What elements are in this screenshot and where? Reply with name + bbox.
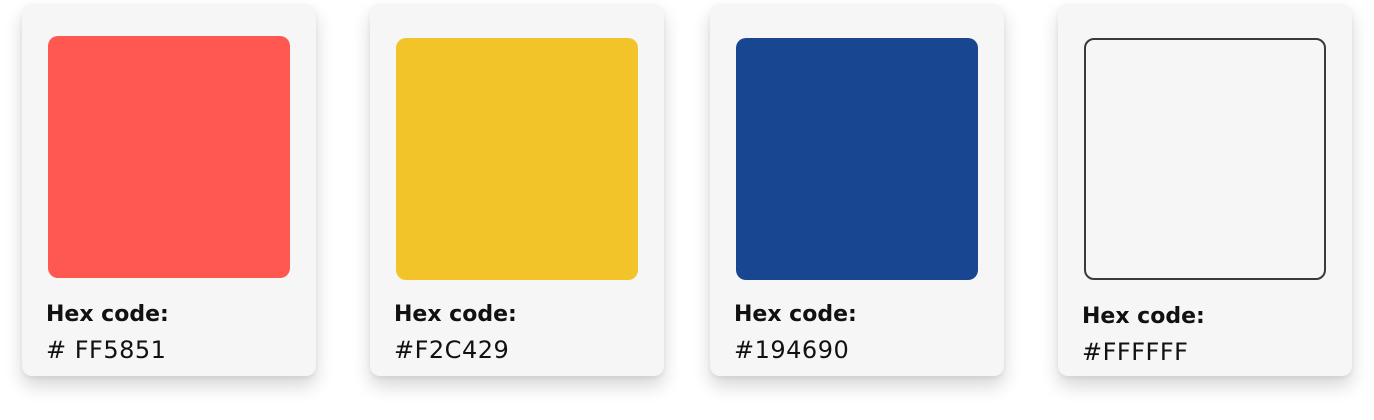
hex-code-label: Hex code: (1082, 304, 1205, 329)
hex-code-label: Hex code: (46, 302, 169, 327)
hex-code-label: Hex code: (394, 302, 517, 327)
color-swatch-red (48, 36, 290, 278)
hex-code-value: #FFFFFF (1082, 338, 1189, 366)
hex-code-value: #194690 (734, 336, 850, 364)
color-swatch-yellow (396, 38, 638, 280)
color-card-blue: Hex code: #194690 (710, 4, 1004, 376)
color-card-red: Hex code: # FF5851 (22, 4, 316, 376)
hex-code-value: #F2C429 (394, 336, 510, 364)
color-card-yellow: Hex code: #F2C429 (370, 4, 664, 376)
hex-code-value: # FF5851 (46, 336, 167, 364)
color-swatch-blue (736, 38, 978, 280)
color-card-white: Hex code: #FFFFFF (1058, 4, 1352, 376)
color-swatch-white (1084, 38, 1326, 280)
hex-code-label: Hex code: (734, 302, 857, 327)
